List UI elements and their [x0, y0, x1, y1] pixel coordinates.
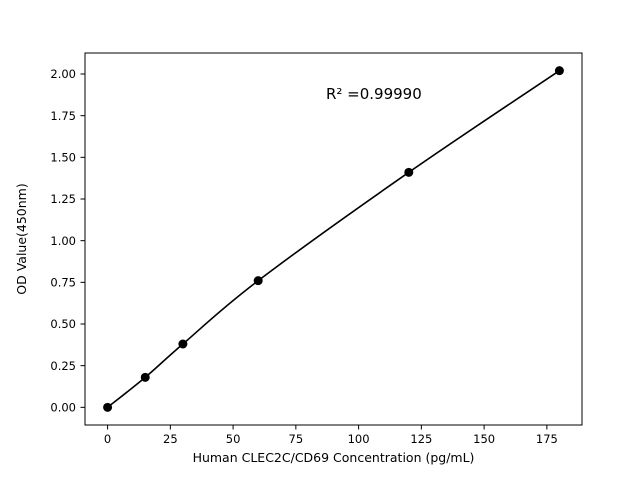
y-axis-label: OD Value(450nm)	[14, 183, 29, 294]
data-point	[103, 402, 113, 412]
x-tick-label: 150	[473, 432, 495, 446]
data-point	[404, 167, 414, 177]
data-point	[178, 339, 188, 349]
x-tick-label: 25	[163, 432, 178, 446]
y-tick-label: 1.25	[50, 192, 76, 206]
y-tick-label: 0.50	[50, 317, 76, 331]
y-tick-label: 2.00	[50, 67, 76, 81]
y-tick-label: 0.25	[50, 359, 76, 373]
axes-frame	[84, 52, 583, 426]
y-tick-label: 1.00	[50, 234, 76, 248]
data-point	[253, 276, 263, 286]
r-squared-annotation: R² =0.99990	[326, 85, 422, 103]
x-axis-label: Human CLEC2C/CD69 Concentration (pg/mL)	[193, 450, 475, 465]
x-tick-label: 50	[226, 432, 241, 446]
data-point	[140, 372, 150, 382]
x-tick-label: 175	[536, 432, 558, 446]
x-tick-label: 100	[348, 432, 370, 446]
x-tick-label: 0	[104, 432, 111, 446]
y-tick-label: 1.75	[50, 109, 76, 123]
x-tick-label: 75	[289, 432, 304, 446]
y-tick-label: 0.00	[50, 400, 76, 414]
y-tick-label: 0.75	[50, 275, 76, 289]
y-tick-label: 1.50	[50, 150, 76, 164]
x-tick-label: 125	[410, 432, 432, 446]
data-point	[554, 66, 564, 76]
